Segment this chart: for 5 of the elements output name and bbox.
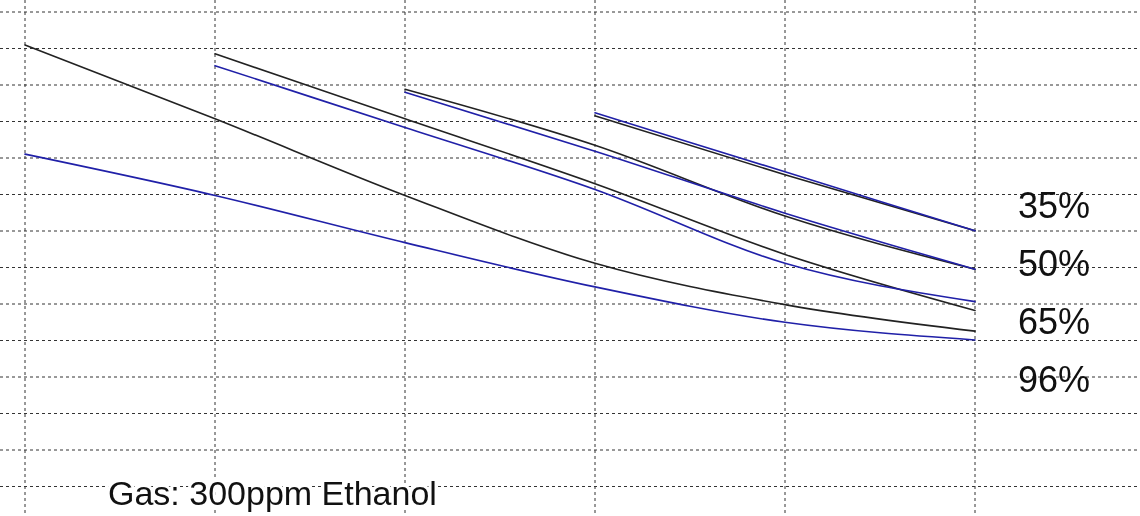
text: 96%	[1018, 359, 1091, 400]
annotation: 65%	[1018, 301, 1091, 342]
annotation: 35%	[1018, 185, 1091, 226]
annotation: 50%	[1018, 243, 1091, 284]
text: Gas: 300ppm Ethanol	[108, 474, 437, 512]
